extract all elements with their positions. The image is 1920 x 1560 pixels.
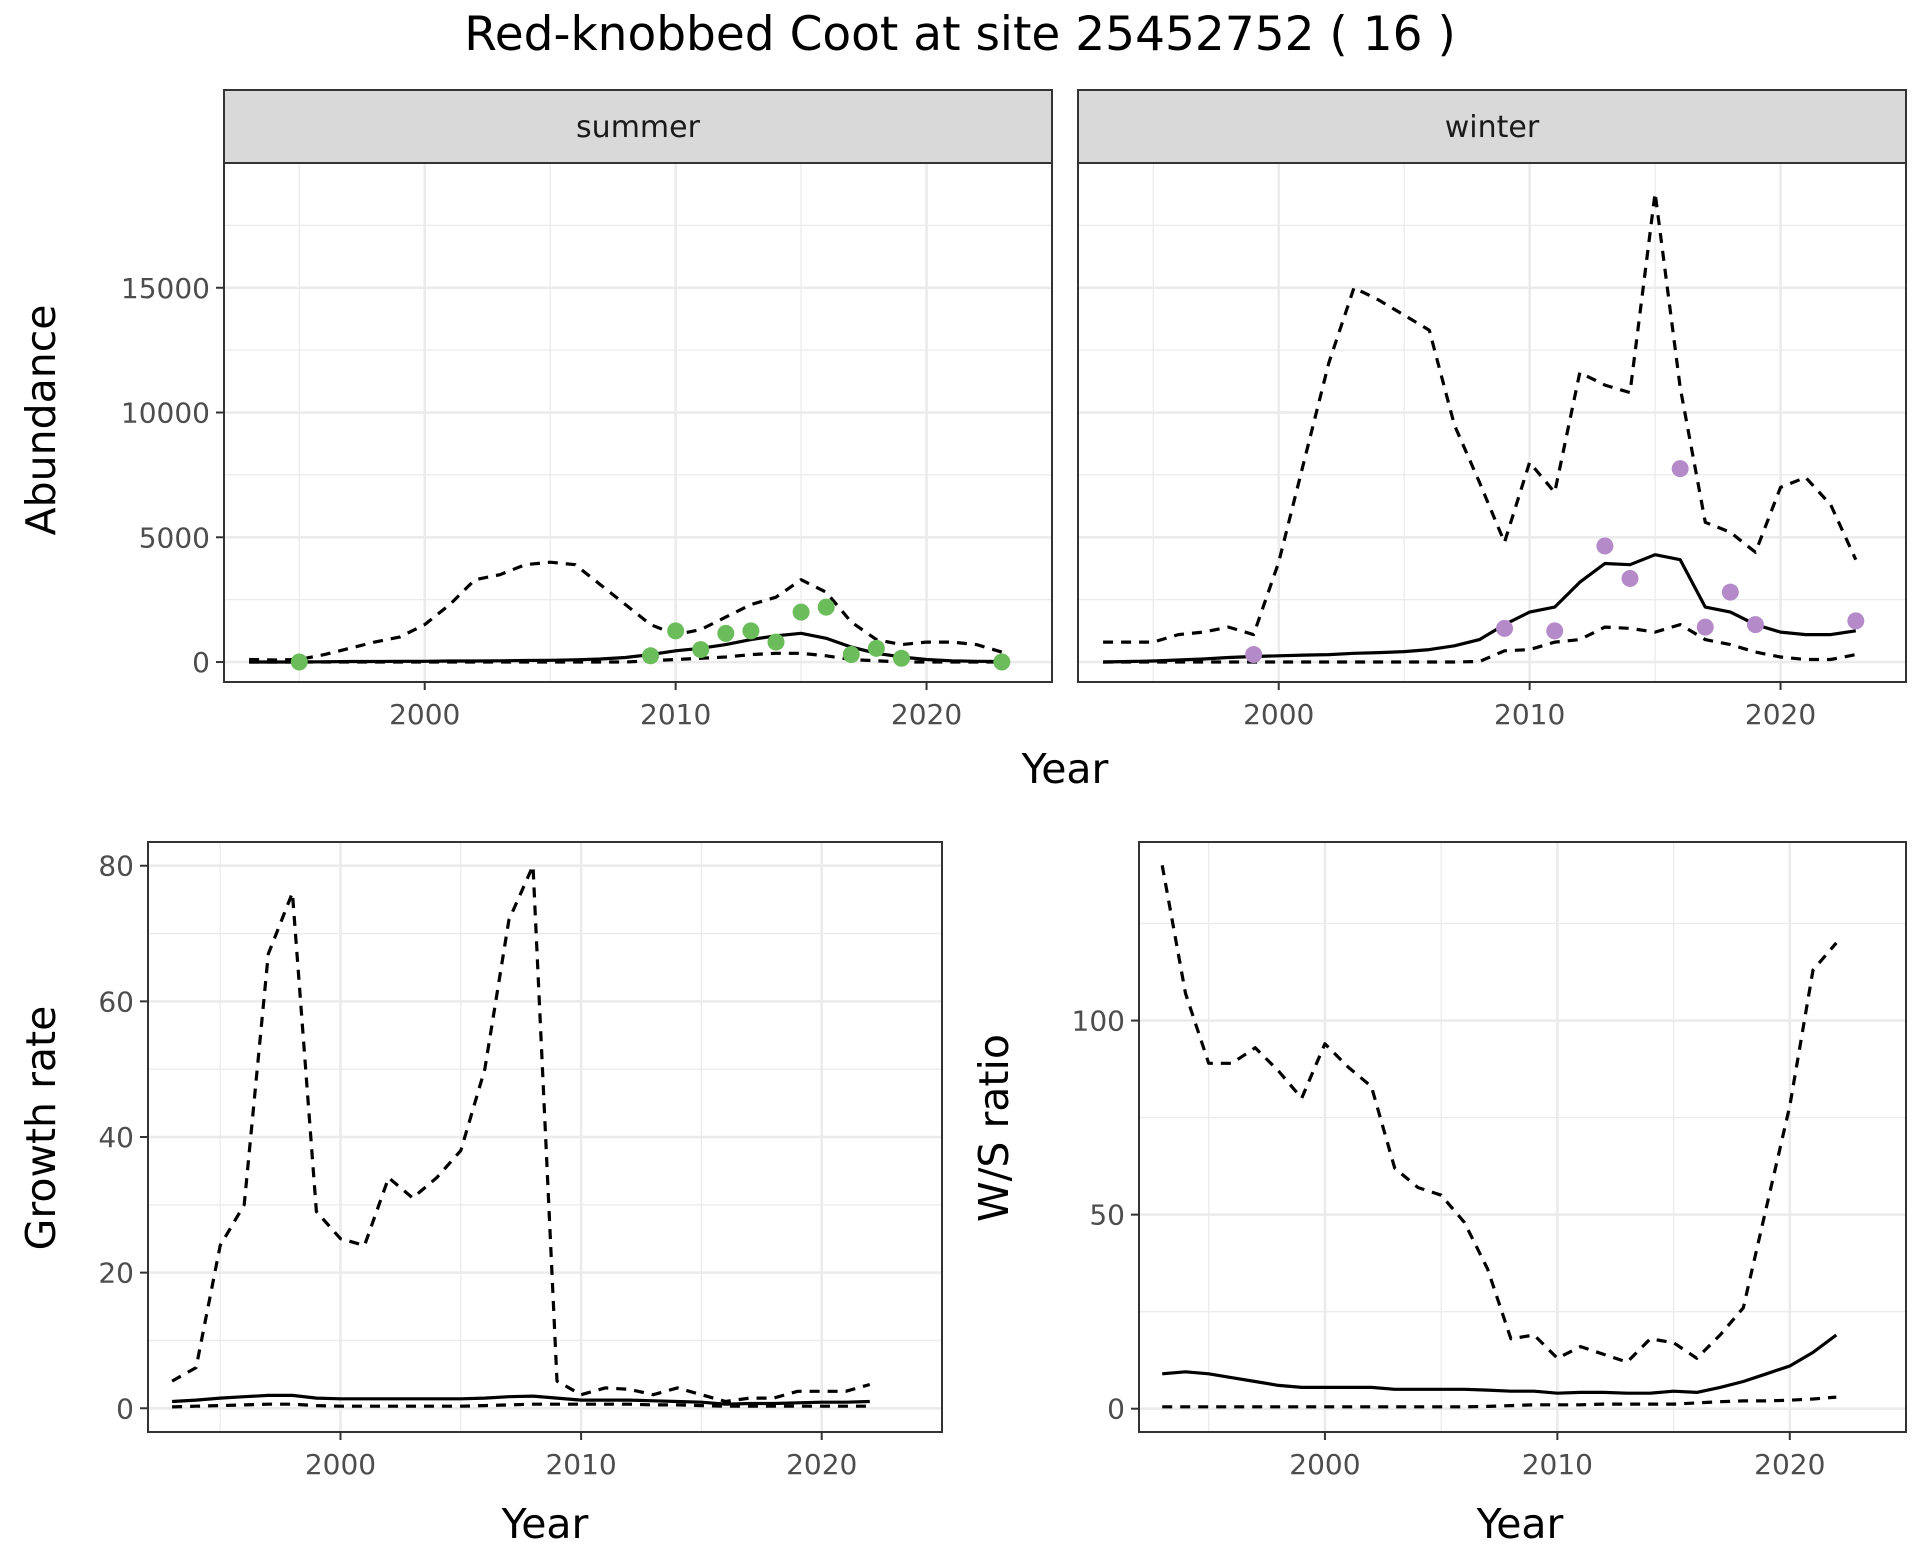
winter-data-point	[1621, 569, 1639, 587]
summer-abundance-panel: summer 2000 2010 2020 0 5000 10000 15000	[121, 89, 1053, 731]
growth-y-tick-label: 20	[98, 1257, 134, 1290]
summer-plot-background	[224, 163, 1052, 682]
ws-panel-border	[1138, 841, 1907, 1433]
winter-abundance-panel: winter 2000 2010 2020	[1077, 89, 1907, 731]
winter-data-point	[1596, 537, 1614, 555]
growth-upper-bound-line	[171, 864, 871, 1404]
winter-lower-bound-line	[1103, 623, 1857, 664]
ws-y-tick-label: 100	[1072, 1005, 1125, 1038]
winter-data-point	[1746, 616, 1764, 634]
winter-strip	[1077, 89, 1907, 164]
growth-y-tick-label: 60	[98, 985, 134, 1018]
summer-x-tick-label: 2000	[389, 698, 460, 731]
summer-data-point	[817, 598, 835, 616]
winter-x-tick-label: 2020	[1745, 698, 1816, 731]
ws-y-axis-title: W/S ratio	[970, 1034, 1018, 1222]
summer-data-point	[717, 624, 735, 642]
summer-data-point	[792, 603, 810, 621]
winter-data-point	[1245, 646, 1263, 664]
ws-fitted-line	[1162, 1333, 1838, 1395]
summer-data-point	[892, 649, 910, 667]
top-x-axis-title: Year	[1021, 745, 1109, 793]
summer-data-point	[290, 653, 308, 671]
growth-y-tick-label: 80	[98, 850, 134, 883]
winter-data-point	[1721, 583, 1739, 601]
growth-fitted-line	[172, 1393, 870, 1406]
summer-data-point	[667, 622, 685, 640]
ws-upper-bound-line	[1160, 865, 1838, 1364]
summer-data-point	[742, 622, 760, 640]
ws-y-tick-label: 50	[1089, 1199, 1125, 1232]
winter-x-tick-label: 2010	[1494, 698, 1565, 731]
summer-y-tick-label: 0	[192, 646, 210, 679]
summer-data-point	[767, 633, 785, 651]
summer-y-tick-label: 10000	[121, 397, 210, 430]
growth-y-tick-label: 40	[98, 1121, 134, 1154]
ws-x-tick-label: 2000	[1289, 1448, 1360, 1481]
growth-x-tick-label: 2010	[545, 1448, 616, 1481]
summer-data-point	[692, 641, 710, 659]
ws-ratio-panel: 2000 2010 2020 0 50 100	[1072, 841, 1907, 1481]
summer-strip	[223, 89, 1053, 164]
winter-upper-bound-line	[1103, 191, 1858, 644]
winter-data-point	[1546, 622, 1564, 640]
ws-x-tick-label: 2010	[1522, 1448, 1593, 1481]
winter-plot-background	[1078, 163, 1906, 682]
winter-fitted-line	[1103, 553, 1857, 664]
growth-x-tick-label: 2020	[786, 1448, 857, 1481]
winter-x-tick-label: 2000	[1243, 698, 1314, 731]
summer-x-tick-label: 2020	[891, 698, 962, 731]
winter-data-point	[1496, 619, 1514, 637]
figure-title: Red-knobbed Coot at site 25452752 ( 16 )	[464, 7, 1456, 62]
summer-data-point	[993, 653, 1011, 671]
growth-y-axis-title: Growth rate	[17, 1006, 65, 1251]
growth-x-tick-label: 2000	[305, 1448, 376, 1481]
summer-data-point	[867, 639, 885, 657]
growth-rate-panel: 2000 2010 2020 0 20 40 60 80	[98, 841, 943, 1481]
winter-data-point	[1671, 460, 1689, 478]
growth-lower-bound-line	[172, 1402, 870, 1409]
ws-x-axis-title: Year	[1476, 1500, 1564, 1548]
winter-data-point	[1847, 612, 1865, 630]
summer-y-tick-label: 5000	[139, 521, 210, 554]
ws-plot-background	[1139, 842, 1906, 1432]
growth-x-axis-title: Year	[501, 1500, 589, 1548]
ws-y-tick-label: 0	[1107, 1393, 1125, 1426]
summer-data-point	[642, 647, 660, 665]
winter-strip-label: winter	[1445, 110, 1540, 145]
summer-strip-label: summer	[576, 110, 701, 145]
ws-lower-bound-line	[1162, 1395, 1837, 1409]
top-y-axis-title: Abundance	[17, 305, 65, 536]
winter-data-point	[1696, 618, 1714, 636]
summer-data-point	[842, 646, 860, 664]
summer-x-tick-label: 2010	[640, 698, 711, 731]
summer-y-tick-label: 15000	[121, 272, 210, 305]
summer-upper-bound-line	[249, 560, 1003, 662]
growth-y-tick-label: 0	[116, 1392, 134, 1425]
ws-x-tick-label: 2020	[1754, 1448, 1825, 1481]
